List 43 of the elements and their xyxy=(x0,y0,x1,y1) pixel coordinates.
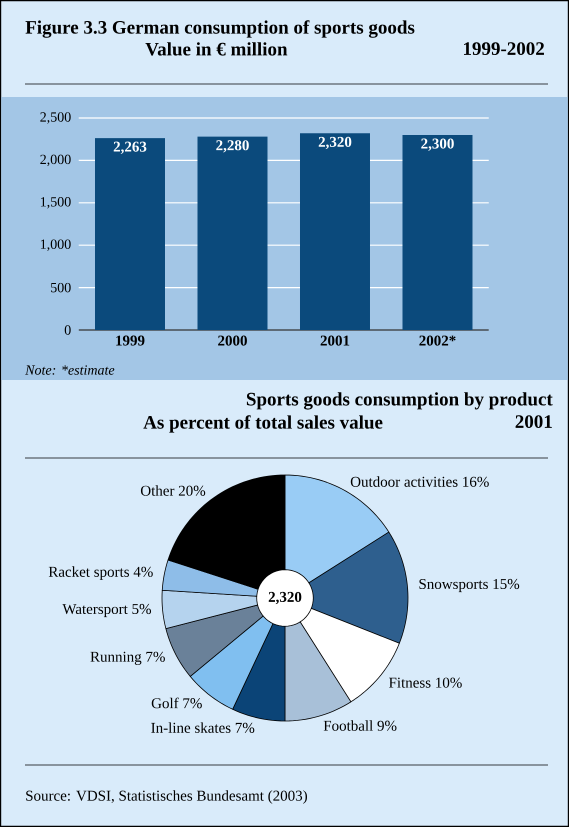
data-label: 16% xyxy=(463,476,489,487)
y-tick-label: 500 xyxy=(51,282,71,292)
data-label: 9% xyxy=(377,720,396,731)
slice-label: In-line skates xyxy=(151,722,231,733)
chart-title: Figure 3.3 German consumption of sports goods xyxy=(26,20,414,38)
data-label: 7% xyxy=(236,722,254,733)
data-label: 7% xyxy=(146,652,165,662)
chart-subtitle: Value in € million xyxy=(145,42,288,56)
text: Note: *estimate xyxy=(25,365,114,375)
data-label: 7% xyxy=(183,698,202,708)
chart-title: Sports goods consumption by product xyxy=(246,392,553,410)
text: 2,320 xyxy=(268,592,302,604)
x-tick-label: 2001 xyxy=(320,336,350,346)
x-tick-label: 1999 xyxy=(116,336,144,346)
y-tick-label: 2,000 xyxy=(40,154,71,166)
slice-label: Fitness xyxy=(388,678,431,688)
y-tick-label: 0 xyxy=(64,325,71,335)
slice-label: Football xyxy=(324,720,373,731)
slice-label: Golf xyxy=(152,698,179,708)
x-tick-label: 2002* xyxy=(419,336,456,346)
slice-label: Watersport xyxy=(62,604,128,618)
data-label: 2,300 xyxy=(421,138,454,151)
slice-label: Racket sports xyxy=(48,566,130,580)
source-note: Source: VDSI, Statistisches Bundesamt (2003) xyxy=(26,790,308,804)
slice-label: Snowsports xyxy=(419,578,488,592)
slice-label: Outdoor activities xyxy=(350,476,458,487)
chart-subtitle: As percent of total sales value xyxy=(143,415,382,433)
x-tick-label: 2000 xyxy=(218,336,247,346)
text: 1999-2002 xyxy=(464,42,544,56)
data-label: 4% xyxy=(134,566,153,577)
slice-label: Other xyxy=(140,485,174,496)
text: 2001 xyxy=(516,415,552,428)
data-label: 5% xyxy=(132,604,152,614)
data-label: 2,320 xyxy=(318,136,352,150)
data-label: 10% xyxy=(436,678,462,688)
data-label: 15% xyxy=(494,578,520,590)
slice-label: Running xyxy=(90,652,142,665)
data-label: 20% xyxy=(178,486,206,496)
y-tick-label: 1,000 xyxy=(40,239,71,251)
data-label: 2,280 xyxy=(216,140,249,152)
y-tick-label: 1,500 xyxy=(40,197,71,209)
data-label: 2,263 xyxy=(114,142,146,154)
y-tick-label: 2,500 xyxy=(40,112,71,124)
